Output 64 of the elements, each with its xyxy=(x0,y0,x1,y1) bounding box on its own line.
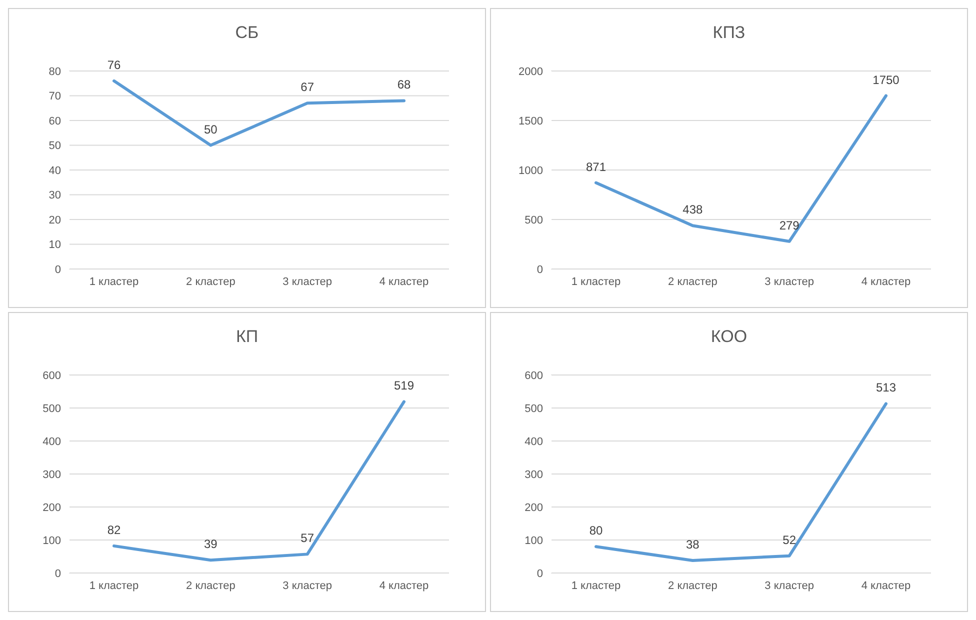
x-tick-label: 1 кластер xyxy=(571,276,621,288)
y-tick-label: 50 xyxy=(48,140,61,152)
data-label: 38 xyxy=(686,537,700,552)
x-tick-label: 2 кластер xyxy=(668,580,718,592)
x-tick-label: 2 кластер xyxy=(668,276,718,288)
x-tick-label: 1 кластер xyxy=(89,276,139,288)
y-tick-label: 1000 xyxy=(518,164,543,177)
y-tick-label: 300 xyxy=(42,468,61,481)
data-label: 80 xyxy=(589,524,603,538)
y-tick-label: 500 xyxy=(524,402,543,415)
x-tick-label: 4 кластер xyxy=(379,276,429,288)
data-label: 67 xyxy=(300,80,314,94)
x-tick-label: 4 кластер xyxy=(861,580,911,592)
data-label: 68 xyxy=(397,78,411,92)
x-tick-label: 1 кластер xyxy=(571,580,621,592)
y-tick-label: 70 xyxy=(48,90,61,103)
data-label: 1750 xyxy=(872,72,900,87)
data-label: 50 xyxy=(204,122,218,136)
y-tick-label: 100 xyxy=(524,534,543,547)
y-tick-label: 0 xyxy=(536,264,543,276)
chart-title: КП xyxy=(234,326,260,348)
data-label: 279 xyxy=(779,218,800,232)
y-tick-label: 2000 xyxy=(518,66,543,78)
y-tick-label: 100 xyxy=(42,534,61,547)
y-tick-label: 10 xyxy=(48,239,61,252)
data-label: 82 xyxy=(107,522,121,537)
y-tick-label: 600 xyxy=(42,370,61,382)
y-tick-label: 400 xyxy=(524,436,543,448)
chart-title: КПЗ xyxy=(712,22,746,44)
data-label: 57 xyxy=(300,531,314,546)
y-tick-label: 0 xyxy=(54,568,61,580)
data-label: 871 xyxy=(586,160,606,174)
x-tick-label: 4 кластер xyxy=(861,276,911,288)
x-tick-label: 3 кластер xyxy=(764,580,814,592)
x-tick-label: 2 кластер xyxy=(186,276,236,288)
y-tick-label: 400 xyxy=(42,436,61,448)
y-tick-label: 40 xyxy=(48,164,61,177)
data-label: 513 xyxy=(876,380,896,395)
y-tick-label: 0 xyxy=(54,264,61,276)
y-tick-label: 300 xyxy=(524,468,543,481)
y-tick-label: 200 xyxy=(42,502,61,514)
data-label: 438 xyxy=(682,202,703,217)
x-tick-label: 3 кластер xyxy=(282,580,332,592)
chart-title: СБ xyxy=(234,22,260,44)
data-label: 52 xyxy=(782,532,796,547)
y-tick-label: 30 xyxy=(48,190,61,202)
y-tick-label: 0 xyxy=(536,568,543,580)
x-tick-label: 4 кластер xyxy=(379,580,429,592)
y-tick-label: 80 xyxy=(48,66,61,78)
x-tick-label: 1 кластер xyxy=(89,580,139,592)
data-label: 519 xyxy=(394,378,414,393)
chart-title: КОО xyxy=(710,326,748,348)
x-tick-label: 2 кластер xyxy=(186,580,236,592)
y-tick-label: 200 xyxy=(524,502,543,514)
data-label: 39 xyxy=(204,537,218,552)
y-tick-label: 500 xyxy=(524,214,543,226)
y-tick-label: 60 xyxy=(48,115,61,128)
y-tick-label: 20 xyxy=(48,214,61,226)
y-tick-label: 500 xyxy=(42,402,61,415)
x-tick-label: 3 кластер xyxy=(764,276,814,288)
x-tick-label: 3 кластер xyxy=(282,276,332,288)
y-tick-label: 1500 xyxy=(518,115,543,128)
y-tick-label: 600 xyxy=(524,370,543,382)
data-label: 76 xyxy=(107,58,121,72)
